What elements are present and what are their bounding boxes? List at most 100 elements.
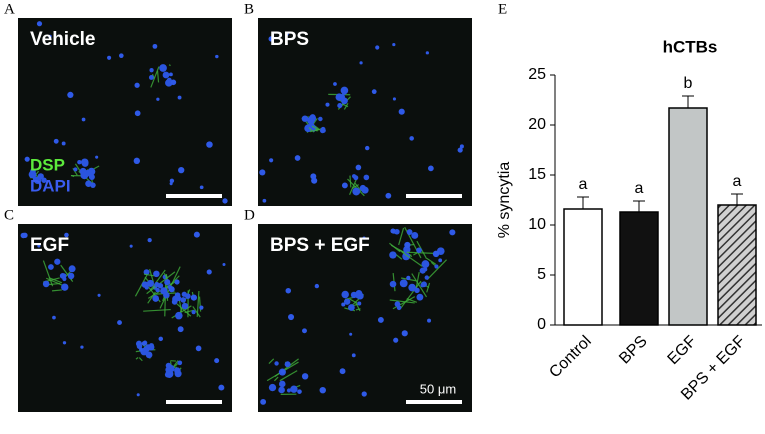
nucleus <box>365 146 369 150</box>
nucleus <box>37 21 42 26</box>
nucleus <box>68 273 74 279</box>
nucleus <box>48 264 54 270</box>
nucleus <box>164 292 170 298</box>
nucleus <box>178 326 184 332</box>
nucleus <box>22 233 27 238</box>
nucleus <box>333 82 337 86</box>
nucleus <box>342 183 348 189</box>
nucleus <box>67 92 73 98</box>
nucleus <box>409 136 414 141</box>
nucleus <box>207 269 212 274</box>
nucleus <box>375 45 379 49</box>
nucleus <box>119 53 124 58</box>
chart-title: hCTBs <box>663 37 718 56</box>
nucleus <box>62 142 66 146</box>
nucleus <box>52 316 56 320</box>
nucleus <box>295 155 301 161</box>
nucleus <box>180 297 186 303</box>
nucleus <box>130 245 133 248</box>
nucleus <box>402 330 408 336</box>
nucleus <box>389 251 396 258</box>
panel-label: BPS <box>270 29 309 50</box>
nucleus <box>153 44 158 49</box>
nucleus <box>392 43 395 46</box>
nucleus <box>175 312 183 320</box>
nucleus <box>421 260 429 268</box>
nucleus <box>281 369 285 373</box>
nucleus <box>400 279 408 287</box>
nucleus <box>351 292 357 298</box>
nucleus <box>290 385 297 392</box>
nucleus <box>320 128 325 133</box>
nucleus <box>393 97 396 100</box>
nucleus <box>89 174 95 180</box>
nucleus <box>142 341 147 346</box>
nucleus <box>80 171 88 179</box>
nucleus <box>438 258 442 262</box>
nucleus <box>155 288 159 292</box>
nucleus <box>73 167 77 171</box>
significance-label: a <box>635 180 644 197</box>
nucleus <box>341 87 349 95</box>
nucleus <box>63 341 66 344</box>
nucleus <box>54 259 60 265</box>
nucleus <box>337 103 342 108</box>
scale-bar-label: 50 μm <box>420 381 456 396</box>
nucleus <box>222 198 227 203</box>
nucleus <box>43 281 50 288</box>
nucleus <box>214 358 219 363</box>
x-tick-label: BPS <box>616 333 651 368</box>
panel-label: BPS + EGF <box>270 235 370 256</box>
nucleus <box>421 281 427 287</box>
nucleus <box>192 310 196 314</box>
y-tick-label: 10 <box>528 216 546 233</box>
significance-label: b <box>684 75 693 92</box>
nucleus <box>425 275 429 279</box>
nucleus <box>288 314 294 320</box>
nucleus <box>360 185 366 191</box>
x-tick-label: Control <box>546 333 595 382</box>
nucleus <box>279 381 286 388</box>
nucleus <box>149 68 153 72</box>
nucleus <box>178 167 184 173</box>
nucleus <box>348 304 355 311</box>
nucleus <box>80 345 83 348</box>
nucleus <box>107 56 111 60</box>
y-tick-label: 20 <box>528 116 546 133</box>
nucleus <box>196 346 202 352</box>
nucleus <box>182 303 189 310</box>
nucleus <box>145 286 149 290</box>
nucleus <box>148 238 152 242</box>
significance-label: a <box>733 173 742 190</box>
nucleus <box>320 387 326 393</box>
nucleus <box>269 384 276 391</box>
nucleus <box>449 229 455 235</box>
nucleus <box>359 61 362 64</box>
nucleus <box>139 348 143 352</box>
nucleus <box>416 294 423 301</box>
nucleus <box>135 110 141 116</box>
nucleus <box>349 333 352 336</box>
y-tick-label: 25 <box>528 66 546 83</box>
nucleus <box>159 337 163 341</box>
significance-label: a <box>579 176 588 193</box>
nucleus <box>222 263 225 266</box>
nucleus <box>364 175 370 181</box>
nucleus <box>170 182 173 185</box>
y-tick-label: 0 <box>537 316 546 333</box>
scale-bar <box>166 400 222 404</box>
panel-label: EGF <box>30 235 69 256</box>
nucleus <box>352 188 360 196</box>
nucleus <box>286 288 291 293</box>
nucleus <box>60 273 66 279</box>
nucleus <box>147 280 154 287</box>
nucleus <box>95 156 98 159</box>
panel-letter: E <box>498 1 507 17</box>
nucleus <box>25 157 30 162</box>
nucleus <box>310 114 316 120</box>
nucleus <box>427 319 431 323</box>
nucleus <box>426 51 429 54</box>
scale-bar <box>166 194 222 198</box>
nucleus <box>362 391 367 396</box>
nucleus <box>54 139 59 144</box>
